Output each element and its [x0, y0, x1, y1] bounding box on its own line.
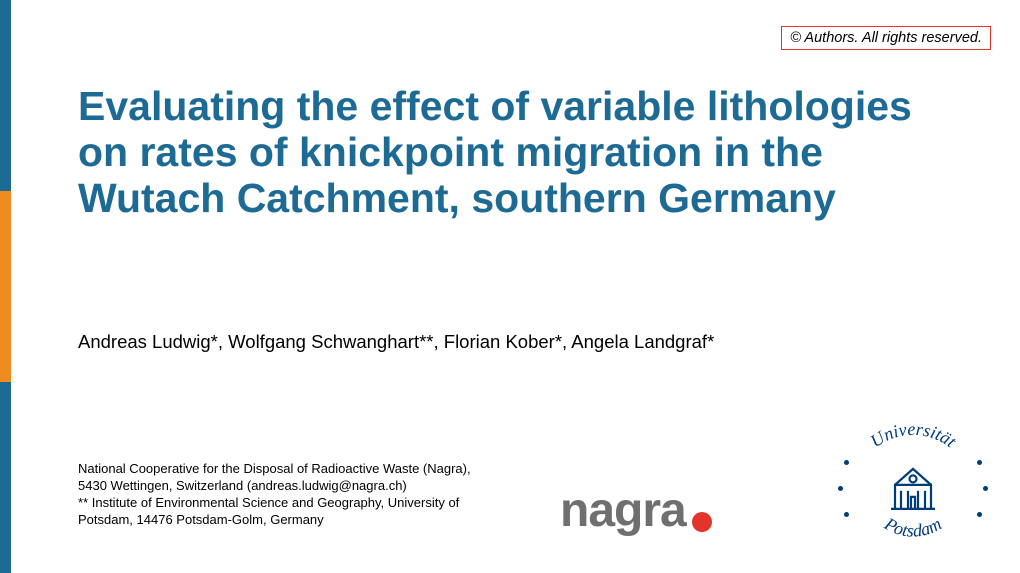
university-dot-icon: [838, 486, 843, 491]
copyright-notice: © Authors. All rights reserved.: [781, 26, 991, 50]
university-top-text: Universität: [867, 420, 961, 452]
slide-title: Evaluating the effect of variable lithol…: [78, 84, 960, 222]
affiliations: National Cooperative for the Disposal of…: [78, 460, 480, 529]
side-stripe-3: [0, 382, 11, 573]
side-stripe-1: [0, 0, 11, 191]
university-dot-icon: [844, 460, 849, 465]
nagra-logo-text: nagra: [560, 483, 686, 538]
side-stripe-2: [0, 191, 11, 382]
nagra-logo: nagra: [560, 483, 712, 538]
university-building-icon: [885, 458, 941, 514]
university-dot-icon: [977, 512, 982, 517]
nagra-logo-dot-icon: [692, 512, 712, 532]
university-dot-icon: [844, 512, 849, 517]
university-logo: Universität Potsdam: [838, 420, 988, 555]
university-dot-icon: [977, 460, 982, 465]
university-bottom-text: Potsdam: [880, 513, 944, 541]
university-dot-icon: [983, 486, 988, 491]
author-list: Andreas Ludwig*, Wolfgang Schwanghart**,…: [78, 330, 720, 355]
slide: © Authors. All rights reserved. Evaluati…: [0, 0, 1020, 573]
